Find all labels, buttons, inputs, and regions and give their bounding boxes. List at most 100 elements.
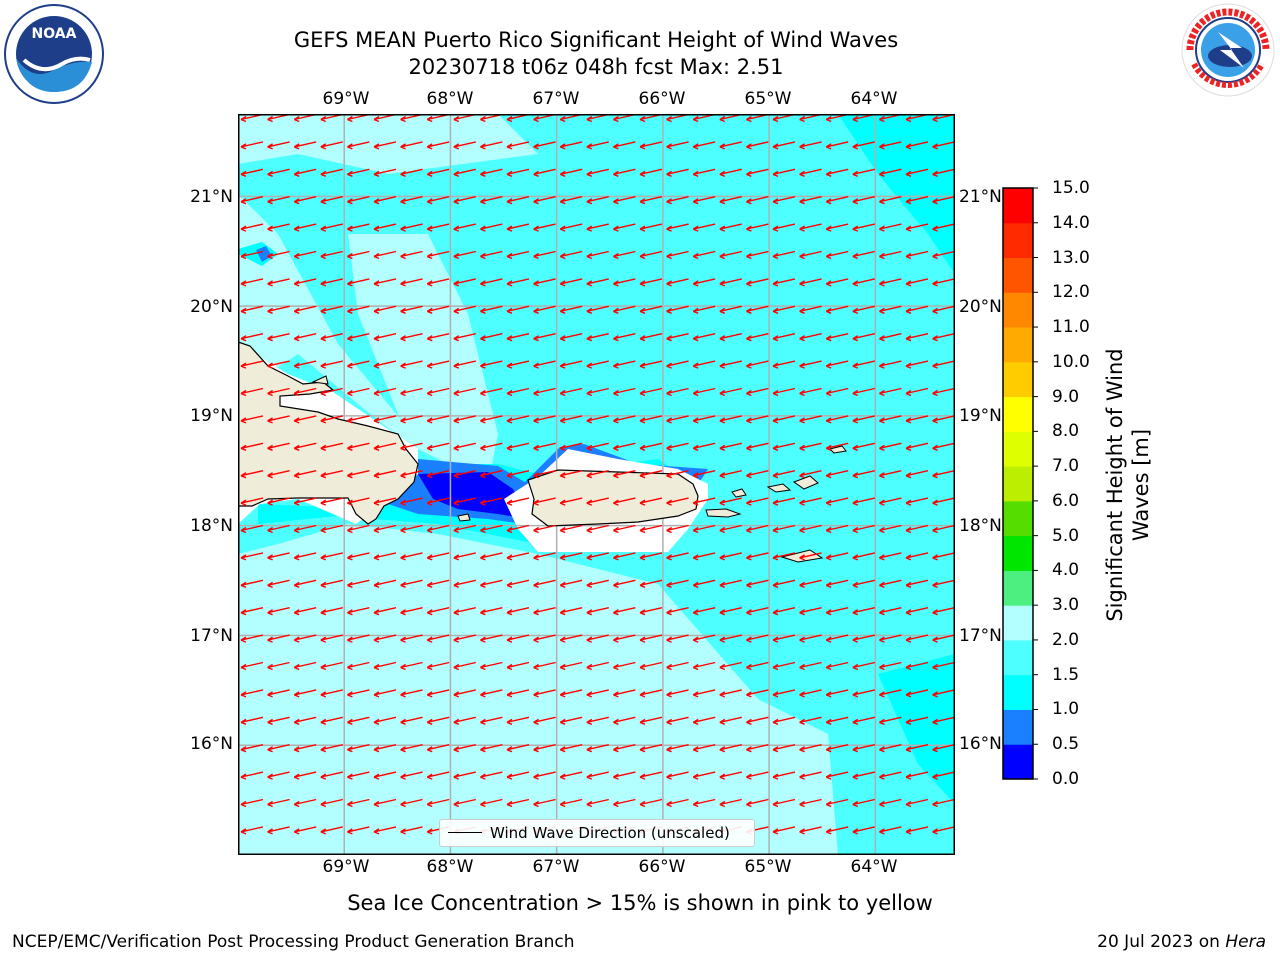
wave-direction-arrow: [453, 634, 476, 643]
wave-direction-arrow: [453, 223, 476, 232]
wave-direction-arrow: [932, 360, 955, 369]
wave-direction-arrow: [480, 634, 503, 643]
colorbar-tick-label: 6.0: [1052, 490, 1080, 511]
wave-direction-arrow: [772, 168, 796, 177]
wave-direction-arrow: [240, 607, 264, 616]
wave-direction-arrow: [746, 634, 769, 643]
wave-direction-arrow: [746, 470, 769, 479]
wave-direction-arrow: [453, 689, 476, 698]
wave-direction-arrow: [426, 442, 450, 451]
wave-direction-arrow: [480, 141, 503, 150]
wave-direction-arrow: [400, 771, 423, 780]
wave-direction-arrow: [559, 607, 583, 616]
wave-direction-arrow: [506, 634, 530, 643]
wave-direction-arrow: [879, 744, 902, 753]
wave-direction-arrow: [267, 716, 290, 725]
wave-direction-arrow: [692, 223, 716, 232]
colorbar-tick-label: 9.0: [1052, 386, 1080, 407]
wave-direction-arrow: [320, 497, 343, 506]
wave-direction-arrow: [453, 579, 476, 588]
wave-direction-arrow: [746, 524, 769, 534]
wave-direction-arrow: [240, 826, 264, 835]
wave-direction-arrow: [240, 250, 264, 260]
wave-direction-arrow: [905, 579, 929, 588]
wave-direction-arrow: [320, 607, 343, 616]
wave-direction-arrow: [293, 798, 317, 808]
wave-direction-arrow: [825, 470, 849, 479]
lon-tick-top: 69°W: [322, 89, 370, 109]
wave-direction-arrow: [932, 223, 955, 232]
wave-direction-arrow: [480, 223, 503, 232]
wave-direction-arrow: [932, 250, 955, 260]
wave-direction-arrow: [293, 250, 317, 260]
wind-wave-arrows: [240, 114, 955, 835]
wave-direction-arrow: [879, 223, 902, 232]
wave-direction-arrow: [825, 223, 849, 232]
colorbar-label-line1: Significant Height of Wind: [1103, 348, 1127, 622]
wave-direction-arrow: [347, 250, 370, 260]
wave-direction-arrow: [320, 333, 343, 342]
wave-direction-arrow: [347, 168, 370, 177]
wave-direction-arrow: [559, 168, 583, 177]
wave-direction-arrow: [240, 387, 264, 397]
wave-direction-arrow: [480, 360, 503, 369]
wave-direction-arrow: [799, 524, 822, 534]
wave-direction-arrow: [852, 634, 875, 643]
wave-direction-arrow: [613, 497, 636, 506]
legend-label: Wind Wave Direction (unscaled): [490, 824, 730, 842]
wave-direction-arrow: [746, 415, 769, 424]
wave-direction-arrow: [373, 771, 397, 780]
wave-direction-arrow: [400, 634, 423, 643]
wave-direction-arrow: [240, 168, 264, 177]
land-anegada: [829, 445, 847, 454]
wave-direction-arrow: [506, 497, 530, 506]
wave-direction-arrow: [692, 771, 716, 780]
wave-direction-arrow: [533, 223, 556, 232]
wave-direction-arrow: [639, 497, 663, 506]
wave-direction-arrow: [825, 607, 849, 616]
wave-direction-arrow: [825, 552, 849, 561]
wave-direction-arrow: [373, 689, 397, 698]
wave-direction-arrow: [320, 168, 343, 177]
wave-direction-arrow: [852, 744, 875, 753]
wave-direction-arrow: [480, 415, 503, 424]
wave-direction-arrow: [932, 661, 955, 671]
wave-direction-arrow: [320, 305, 343, 314]
colorbar-tick-label: 4.0: [1052, 560, 1080, 581]
wave-direction-arrow: [905, 716, 929, 725]
colorbar-segment: [1003, 639, 1033, 676]
wave-direction-arrow: [639, 716, 663, 725]
wave-direction-arrow: [932, 333, 955, 342]
wave-direction-arrow: [613, 223, 636, 232]
wave-direction-arrow: [506, 196, 530, 205]
wave-direction-arrow: [825, 141, 849, 150]
wave-direction-arrow: [586, 387, 609, 397]
wave-direction-arrow: [639, 250, 663, 260]
wave-direction-arrow: [932, 524, 955, 534]
wave-direction-arrow: [533, 798, 556, 808]
wave-direction-arrow: [506, 552, 530, 561]
wave-direction-arrow: [825, 634, 849, 643]
colorbar-segment: [1003, 361, 1033, 398]
wave-direction-arrow: [267, 196, 290, 205]
wave-direction-arrow: [746, 552, 769, 561]
wave-direction-arrow: [400, 360, 423, 369]
wave-direction-arrow: [293, 223, 317, 232]
land-st-thomas: [766, 483, 792, 493]
colorbar-tick-label: 3.0: [1052, 595, 1080, 616]
wave-direction-arrow: [533, 689, 556, 698]
wave-direction-arrow: [879, 826, 902, 835]
wave-direction-arrow: [639, 771, 663, 780]
wave-direction-arrow: [746, 579, 769, 588]
wave-direction-arrow: [453, 744, 476, 753]
wave-direction-arrow: [586, 305, 609, 314]
wave-direction-arrow: [905, 250, 929, 260]
wave-direction-arrow: [825, 771, 849, 780]
wave-direction-arrow: [746, 497, 769, 506]
wave-direction-arrow: [746, 744, 769, 753]
wave-direction-arrow: [692, 744, 716, 753]
wave-direction-arrow: [373, 333, 397, 342]
wave-direction-arrow: [666, 333, 689, 342]
wave-direction-arrow: [453, 470, 476, 479]
wave-direction-arrow: [746, 771, 769, 780]
